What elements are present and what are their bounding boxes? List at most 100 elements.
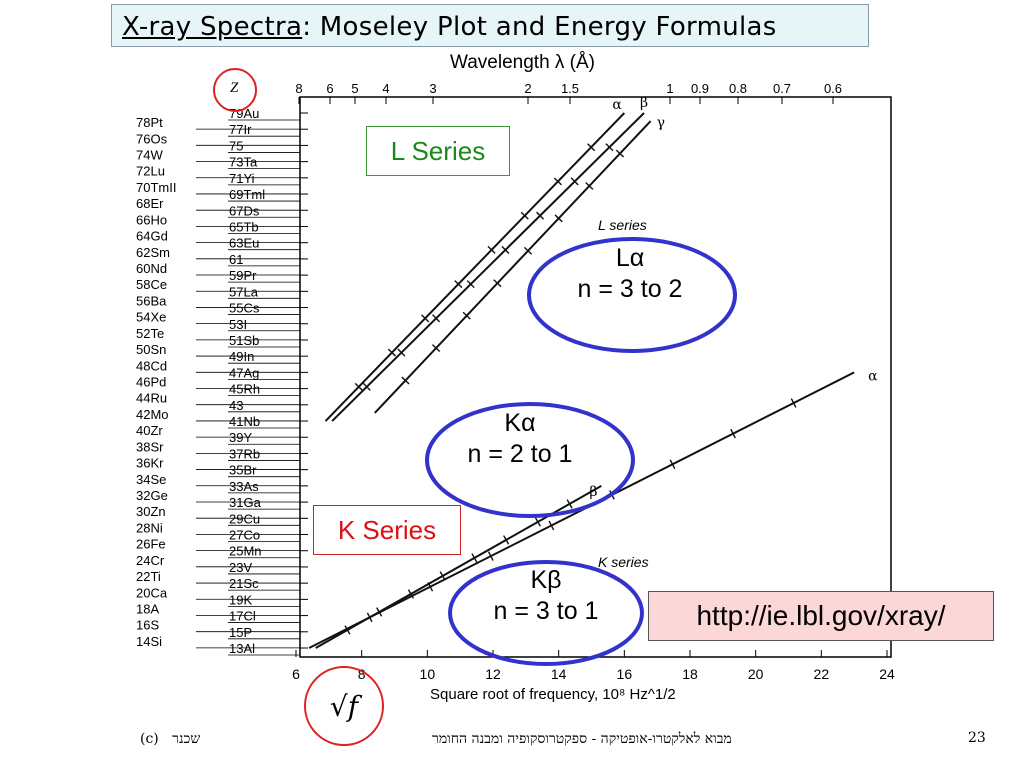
- top-tick-label: 0.8: [729, 81, 747, 96]
- series-tick-mark: [466, 280, 475, 289]
- y-tick-label-even: 58Ce: [136, 277, 167, 292]
- sqrt-f-symbol: √f: [330, 690, 363, 723]
- y-tick-label-even: 26Fe: [136, 537, 166, 552]
- y-tick-label-odd: 53I: [229, 317, 247, 332]
- ka-label: Kα n = 2 to 1: [430, 408, 610, 470]
- y-tick-label-odd: 79Au: [229, 106, 259, 121]
- top-tick-label: 1: [666, 81, 673, 96]
- y-tick-label-even: 18A: [136, 601, 159, 616]
- x-axis-label: Square root of frequency, 10⁸ Hz^1/2: [430, 686, 676, 703]
- top-tick-label: 4: [382, 81, 389, 96]
- y-tick-label-odd: 45Rh: [229, 382, 260, 397]
- x-tick-label: 12: [485, 666, 501, 682]
- title-box: [111, 4, 869, 47]
- series-tick-mark: [587, 143, 596, 152]
- series-tick-mark: [471, 553, 478, 563]
- y-tick-label-odd: 47Ag: [229, 365, 259, 380]
- series-tick-mark: [401, 376, 410, 385]
- y-tick-label-even: 66Ho: [136, 212, 167, 227]
- series-tick-mark: [669, 459, 676, 470]
- series-label: β: [640, 95, 648, 111]
- y-tick-label-odd: 39Y: [229, 430, 252, 445]
- series-tick-mark: [501, 245, 510, 254]
- y-tick-label-odd: 21Sc: [229, 576, 259, 591]
- y-tick-label-odd: 49In: [229, 349, 254, 364]
- top-axis-label: Wavelength λ (Å): [450, 52, 595, 73]
- top-tick-label: 0.6: [824, 81, 842, 96]
- series-label: α: [612, 97, 622, 113]
- y-tick-label-even: 62Sm: [136, 245, 170, 260]
- series-label: β: [589, 484, 597, 500]
- y-tick-label-odd: 25Mn: [229, 544, 262, 559]
- slide-title: X-ray Spectra: Moseley Plot and Energy F…: [122, 12, 777, 42]
- series-tick-mark: [534, 517, 541, 527]
- series-tick-mark: [493, 279, 502, 288]
- y-tick-label-even: 48Cd: [136, 358, 167, 373]
- y-tick-label-even: 54Xe: [136, 310, 166, 325]
- series-tick-mark: [566, 499, 573, 509]
- series-tick-mark: [387, 348, 397, 357]
- series-tick-mark: [605, 143, 614, 152]
- top-tick-label: 8: [295, 81, 302, 96]
- k-series-plot-label: K series: [598, 554, 649, 570]
- y-tick-label-even: 30Zn: [136, 504, 166, 519]
- y-tick-label-even: 28Ni: [136, 520, 163, 535]
- x-tick-label: 18: [682, 666, 698, 682]
- y-tick-label-even: 64Gd: [136, 229, 168, 244]
- y-tick-label-odd: 19K: [229, 592, 252, 607]
- y-tick-label-odd: 31Ga: [229, 495, 262, 510]
- series-tick-mark: [553, 177, 563, 186]
- source-url-link[interactable]: http://ie.lbl.gov/xray/: [648, 591, 994, 641]
- y-tick-label-even: 34Se: [136, 472, 166, 487]
- x-tick-label: 16: [617, 666, 633, 682]
- y-tick-label-even: 40Zr: [136, 423, 163, 438]
- kb-symbol: Kβ: [530, 566, 562, 594]
- series-tick-mark: [432, 314, 441, 323]
- y-tick-label-even: 38Sr: [136, 439, 164, 454]
- z-highlight-circle: [213, 68, 257, 112]
- ka-ellipse: [425, 402, 635, 518]
- series-tick-mark: [536, 211, 545, 220]
- series-tick-mark: [554, 214, 563, 223]
- x-tick-label: 14: [551, 666, 567, 682]
- series-label: α: [868, 368, 878, 384]
- la-symbol: Lα: [615, 244, 645, 272]
- top-tick-label: 6: [326, 81, 333, 96]
- l-series-plot-label: L series: [598, 217, 647, 233]
- y-tick-label-odd: 57La: [229, 284, 259, 299]
- top-tick-label: 0.9: [691, 81, 709, 96]
- y-tick-label-odd: 73Ta: [229, 155, 258, 170]
- series-tick-mark: [503, 535, 510, 545]
- kb-label: Kβ n = 3 to 1: [458, 565, 634, 627]
- series-tick-mark: [407, 589, 414, 599]
- y-tick-label-odd: 37Rb: [229, 446, 260, 461]
- x-tick-label: 24: [879, 666, 895, 682]
- la-ellipse: [527, 237, 737, 353]
- x-tick-label: 8: [358, 666, 366, 682]
- y-tick-label-even: 72Lu: [136, 164, 165, 179]
- title-suffix: : Moseley Plot and Energy Formulas: [302, 12, 777, 42]
- top-tick-label: 0.7: [773, 81, 791, 96]
- y-tick-label-odd: 51Sb: [229, 333, 259, 348]
- top-tick-label: 2: [524, 81, 531, 96]
- series-tick-mark: [454, 280, 463, 289]
- series-tick-mark: [487, 551, 494, 561]
- y-tick-label-even: 68Er: [136, 196, 164, 211]
- series-tick-mark: [362, 382, 371, 391]
- y-tick-label-even: 14Si: [136, 634, 162, 649]
- series-tick-mark: [376, 607, 383, 617]
- y-tick-label-even: 60Nd: [136, 261, 167, 276]
- y-axis-label: Z: [230, 80, 239, 96]
- y-tick-label-odd: 59Pr: [229, 268, 257, 283]
- y-tick-label-even: 46Pd: [136, 375, 166, 390]
- footer-course: מבוא לאלקטרו-אופטיקה - ספקטרוסקופיה ומבנ…: [432, 731, 732, 747]
- y-tick-label-even: 20Ca: [136, 585, 168, 600]
- y-tick-label-even: 70TmII: [136, 180, 176, 195]
- y-tick-label-even: 36Kr: [136, 456, 164, 471]
- y-tick-label-odd: 29Cu: [229, 511, 260, 526]
- y-tick-label-odd: 75: [229, 138, 243, 153]
- series-tick-mark: [487, 245, 496, 254]
- series-line-L-1: [331, 112, 645, 422]
- y-tick-label-even: 22Ti: [136, 569, 161, 584]
- series-tick-mark: [354, 382, 363, 391]
